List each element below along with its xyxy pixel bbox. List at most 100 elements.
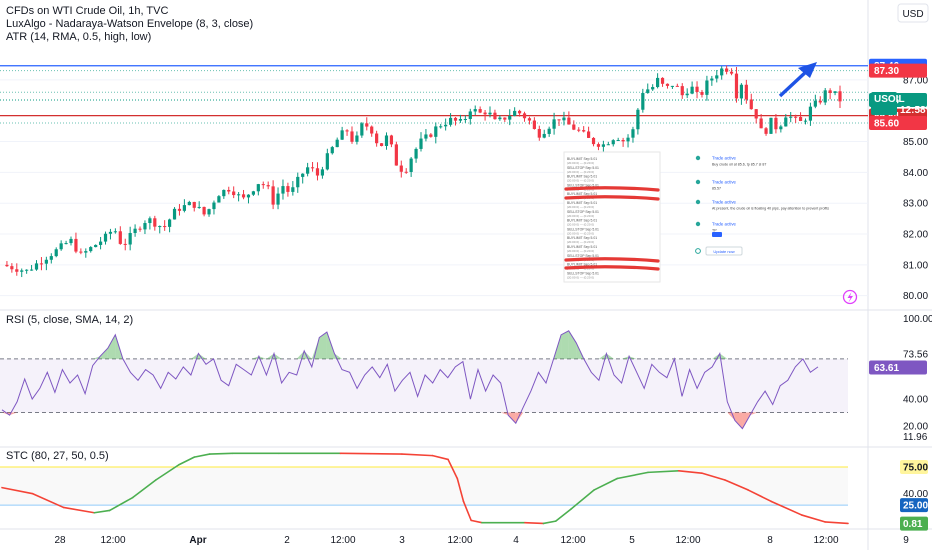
candle-body [25,269,29,271]
time-axis[interactable]: 28 12:00 Apr 2 12:00 3 12:00 4 12:00 5 12:00 8 12:00… [54,535,909,546]
candle-body [478,109,482,113]
candle-body [143,223,147,230]
feed-dot-icon [695,199,701,205]
candle-body [409,158,413,172]
rsi-overbought-fill [198,353,206,359]
feed-title: Trade active [712,156,737,161]
candle-body [813,100,817,107]
candle-body [468,111,472,119]
candle-body [651,87,655,90]
candle-body [626,137,630,142]
candle-body [779,126,783,130]
stc-value-tag-text: 0.81 [903,519,923,530]
price-tick-label: 83.00 [903,199,928,210]
candle-body [192,201,196,208]
candle-body [370,126,374,134]
candle-body [39,263,44,265]
rsi-overbought-fill [304,350,312,359]
candle-body [414,148,418,159]
overlay-row-text: (20.00 0) — (0.20 0) [567,170,594,174]
candle-body [310,167,315,169]
candle-body [616,140,620,142]
stc-line-segment [724,479,749,491]
candle-body [803,120,808,122]
candle-body [237,194,241,196]
time-tick-label: Apr [189,535,206,546]
red-redaction-stroke [564,265,660,271]
candle-body [222,189,226,197]
candle-body [158,226,162,228]
rsi-overbought-fill [621,356,630,359]
countdown-text: 12:58 [900,105,926,116]
candle-body [680,86,684,96]
red-redaction-stroke [564,257,660,263]
stc-line-segment [131,479,157,499]
candle-body [108,231,113,234]
candle-body [458,118,463,121]
lightning-icon[interactable] [842,289,858,305]
price-axis[interactable]: 80.0081.0082.0083.0084.0085.0087.0087.46… [869,58,932,531]
rsi-oversold-fill [9,412,18,416]
candle-body [15,269,19,272]
rsi-label[interactable]: RSI (5, close, SMA, 14, 2) [6,314,133,326]
candle-body [320,169,325,176]
candle-body [547,128,551,134]
price-tag-text: 85.60 [874,119,899,130]
candle-body [84,251,88,253]
price-tick-label: 82.00 [903,230,928,241]
candle-body [596,144,601,147]
indicator-atr-label[interactable]: ATR (14, RMA, 0.5, high, low) [6,31,151,43]
candle-body [808,106,813,121]
candle-body [187,201,191,206]
candle-body [700,91,704,95]
candle-body [94,244,98,248]
feed-text: 85.57 [712,187,721,191]
candle-body [34,263,39,270]
rsi-line [1,330,819,430]
candle-body [375,133,379,144]
rsi-tick-label: 40.00 [903,395,928,406]
candle-body [163,226,167,228]
stc-line-segment [456,477,465,503]
candle-body [276,193,280,205]
stc-line-segment [542,520,557,525]
stc-line-segment [401,453,434,457]
time-tick-label: 9 [903,535,909,546]
candle-body [404,171,408,173]
candle-body [79,251,83,253]
stc-tick-label: 40.00 [903,489,928,500]
time-tick-label: 28 [54,535,66,546]
stc-line-segment [647,470,680,474]
candle-body [5,264,9,267]
rsi-overbought-fill [561,330,569,359]
candle-body [587,131,591,138]
candle-body [64,243,68,245]
overlay-row-text: (20.00 0) — (0.20 0) [567,161,594,165]
candle-body [291,187,295,192]
arrow-head [798,62,817,78]
currency-button[interactable] [897,3,929,23]
candle-body [389,135,394,145]
candle-body [325,153,329,170]
update-now-button[interactable] [705,246,743,256]
arrow-shaft [778,68,810,98]
time-tick-label: 8 [767,535,773,546]
stc-value-tag-text: 75.00 [903,463,928,474]
stc-label[interactable]: STC (80, 27, 50, 0.5) [6,450,109,462]
rsi-tick-label: 11.96 [903,432,928,443]
stc-line-segment [431,454,449,461]
candle-body [360,123,364,136]
rsi-overbought-fill [274,353,282,359]
overlay-row-text: (20.00 0) — (0.20 0) [567,214,594,218]
rsi-tick-label: 73.56 [903,350,928,361]
candle-body [69,238,73,244]
overlay-row-text: SELLSTOP Sep 5.01 [567,227,599,231]
candle-body [695,86,699,92]
rsi-overbought-fill [598,353,607,359]
stc-line-segment [462,500,472,522]
candle-body [483,112,487,115]
trend-arrow [778,62,817,98]
indicator-envelope-label[interactable]: LuxAlgo - Nadaraya-Watson Envelope (8, 3… [6,18,253,30]
candle-body [720,68,724,76]
